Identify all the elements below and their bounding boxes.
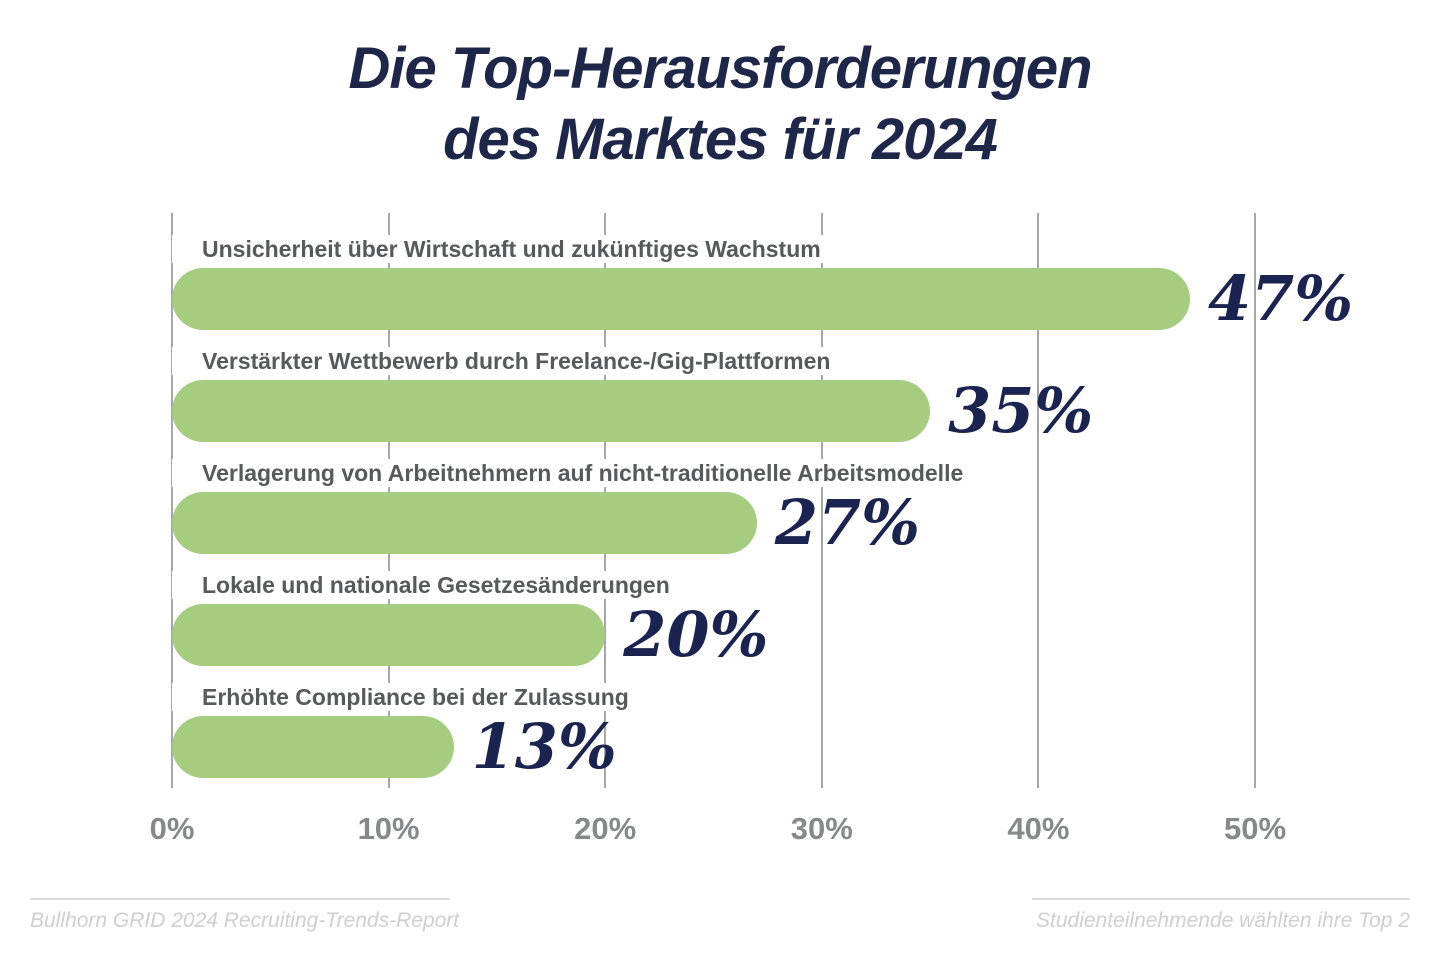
bar-line: 27% xyxy=(172,492,1255,554)
bar-row: Lokale und nationale Gesetzesänderungen … xyxy=(172,571,1255,666)
bar-line: 13% xyxy=(172,716,1255,778)
bar-value: 27% xyxy=(774,486,921,559)
page-title-line2: des Marktes für 2024 xyxy=(443,106,998,172)
gridline xyxy=(171,213,173,788)
x-tick-label: 40% xyxy=(1007,811,1070,846)
bar xyxy=(172,716,454,778)
x-tick-label: 0% xyxy=(149,811,195,846)
bar-row: Verlagerung von Arbeitnehmern auf nicht-… xyxy=(172,459,1255,554)
bar xyxy=(172,492,757,554)
bar-value: 35% xyxy=(948,374,1094,447)
bar-row: Verstärkter Wettbewerb durch Freelance-/… xyxy=(172,347,1255,442)
x-tick-label: 50% xyxy=(1223,811,1287,846)
bar-row: Unsicherheit über Wirtschaft und zukünft… xyxy=(172,235,1353,330)
x-tick-label: 20% xyxy=(574,811,637,846)
bar-label: Verstärkter Wettbewerb durch Freelance-/… xyxy=(172,347,843,375)
source-right-text: Studienteilnehmende wählten ihre Top 2 xyxy=(1036,909,1410,932)
gridline xyxy=(820,213,823,788)
bar-rows: Unsicherheit über Wirtschaft und zukünft… xyxy=(172,235,1353,795)
bar-line: 20% xyxy=(172,604,1255,666)
bar-row: Erhöhte Compliance bei der Zulassung 13% xyxy=(172,683,1255,778)
x-tick-label: 30% xyxy=(790,811,853,846)
bar-label: Verlagerung von Arbeitnehmern auf nicht-… xyxy=(172,459,976,487)
x-tick-label: 10% xyxy=(357,811,420,846)
bar-line: 35% xyxy=(172,380,1255,442)
bar-label: Erhöhte Compliance bei der Zulassung xyxy=(172,683,641,711)
bar-label: Unsicherheit über Wirtschaft und zukünft… xyxy=(172,235,833,263)
page-title-line1: Die Top-Herausforderungen xyxy=(348,36,1092,101)
gridline xyxy=(1254,213,1256,788)
source-right-rule xyxy=(1032,898,1410,900)
source-left-text: Bullhorn GRID 2024 Recruiting-Trends-Rep… xyxy=(30,909,460,932)
bar-chart: Unsicherheit über Wirtschaft und zukünft… xyxy=(150,213,1353,846)
source-left-rule xyxy=(30,898,450,900)
gridline xyxy=(1037,213,1040,788)
bar-value: 47% xyxy=(1208,262,1354,335)
bar xyxy=(172,268,1191,330)
bar-value: 13% xyxy=(471,710,617,783)
bar xyxy=(172,380,931,442)
source-right: Studienteilnehmende wählten ihre Top 2 xyxy=(1032,898,1410,933)
bar-value: 20% xyxy=(623,598,769,671)
bar-line: 47% xyxy=(172,268,1353,330)
bar-label: Lokale und nationale Gesetzesänderungen xyxy=(172,571,682,599)
page-title: Die Top-Herausforderungen des Marktes für… xyxy=(0,34,1440,176)
bar xyxy=(172,604,606,666)
source-left: Bullhorn GRID 2024 Recruiting-Trends-Rep… xyxy=(30,898,460,933)
